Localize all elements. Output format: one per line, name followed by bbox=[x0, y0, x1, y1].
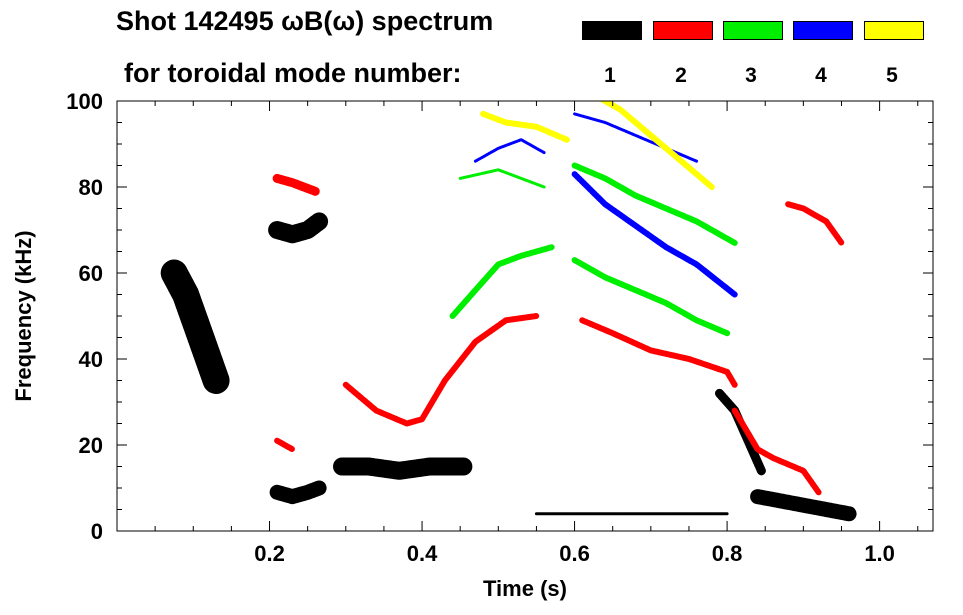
y-tick-label: 40 bbox=[79, 347, 103, 372]
series-mode-2-12 bbox=[785, 201, 845, 246]
series-mode-1-4 bbox=[715, 388, 766, 476]
series-mode-2-7 bbox=[272, 173, 320, 196]
x-tick-label: 0.4 bbox=[407, 541, 438, 566]
y-axis-title: Frequency (kHz) bbox=[11, 230, 36, 401]
x-tick-label: 1.0 bbox=[864, 541, 895, 566]
series-mode-4-19 bbox=[573, 112, 699, 163]
series-mode-1-5 bbox=[750, 489, 857, 522]
series-mode-1-3 bbox=[333, 457, 473, 480]
y-tick-label: 100 bbox=[66, 89, 103, 114]
chart-title-line2: for toroidal mode number: bbox=[124, 58, 462, 88]
legend-label-mode-2: 2 bbox=[675, 64, 687, 87]
y-tick-label: 20 bbox=[79, 433, 103, 458]
x-tick-label: 0.8 bbox=[712, 541, 743, 566]
series-mode-1-1 bbox=[268, 212, 329, 244]
series-mode-5-21 bbox=[598, 101, 715, 190]
series-mode-2-10 bbox=[579, 317, 738, 388]
y-tick-label: 0 bbox=[91, 519, 103, 544]
series-mode-2-8 bbox=[274, 437, 296, 453]
series-mode-5-20 bbox=[480, 110, 570, 143]
axis-ticks: 0.2 0.4 0.6 0.8 1.0 0 20 40 60 80 100 bbox=[66, 89, 933, 566]
legend-swatch-mode-2 bbox=[653, 21, 713, 40]
series-mode-2-9 bbox=[342, 313, 540, 427]
data-marks bbox=[160, 101, 857, 522]
y-tick-label: 80 bbox=[79, 175, 103, 200]
legend-swatch-mode-1 bbox=[582, 21, 642, 40]
series-mode-4-17 bbox=[473, 138, 546, 163]
series-mode-3-13 bbox=[449, 244, 555, 319]
series-mode-2-11 bbox=[731, 407, 822, 496]
legend-swatch-mode-5 bbox=[864, 21, 924, 40]
x-tick-label: 0.2 bbox=[254, 541, 285, 566]
legend-label-mode-1: 1 bbox=[604, 64, 616, 87]
legend-swatch-mode-4 bbox=[793, 21, 853, 40]
series-mode-1-2 bbox=[269, 480, 327, 505]
series-mode-3-14 bbox=[571, 257, 731, 337]
legend: 1 2 3 4 5 bbox=[0, 0, 963, 100]
legend-swatch-mode-3 bbox=[723, 21, 783, 40]
legend-label-mode-3: 3 bbox=[745, 64, 757, 87]
series-mode-3-16 bbox=[571, 162, 738, 246]
series-mode-3-15 bbox=[458, 168, 546, 189]
legend-label-mode-4: 4 bbox=[815, 64, 827, 87]
series-mode-4-18 bbox=[571, 171, 738, 298]
x-axis-title: Time (s) bbox=[483, 576, 567, 601]
chart-title-line1: Shot 142495 ωB(ω) spectrum bbox=[116, 6, 494, 36]
legend-label-mode-5: 5 bbox=[886, 64, 898, 87]
series-mode-1-0 bbox=[160, 259, 230, 394]
x-tick-label: 0.6 bbox=[559, 541, 590, 566]
y-tick-label: 60 bbox=[79, 261, 103, 286]
